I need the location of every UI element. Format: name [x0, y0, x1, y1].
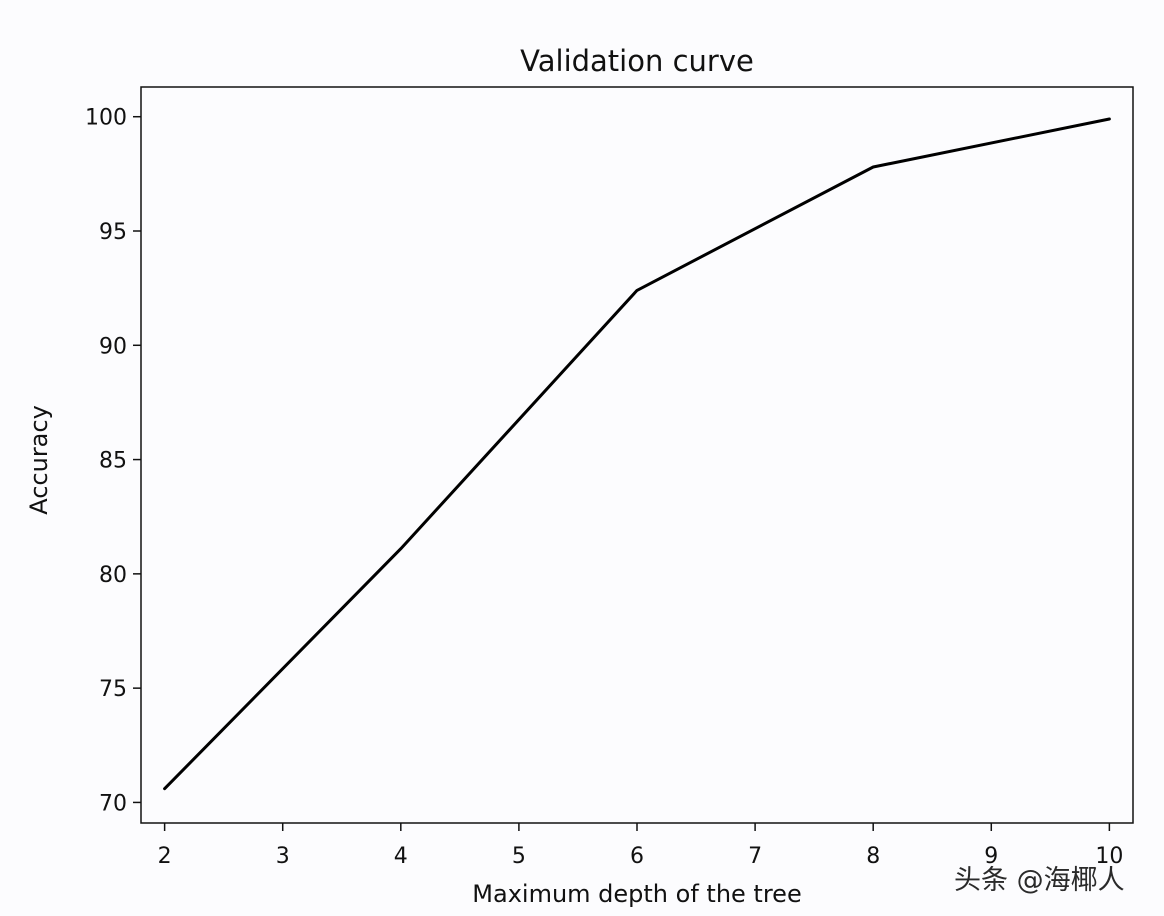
y-tick-label: 90: [99, 334, 127, 359]
chart-title: Validation curve: [520, 44, 754, 78]
y-tick-label: 70: [99, 791, 127, 816]
y-axis: 70 75 80 85 90 95 100: [85, 106, 141, 816]
y-tick-label: 95: [99, 220, 127, 245]
y-axis-label: Accuracy: [25, 405, 53, 515]
x-tick-label: 8: [866, 844, 880, 869]
watermark-text: 头条 @海椰人: [954, 865, 1125, 896]
series-line-accuracy: [163, 117, 1111, 791]
x-tick-label: 10: [1095, 844, 1123, 869]
x-axis-label: Maximum depth of the tree: [472, 880, 801, 908]
y-tick-label: 85: [99, 449, 127, 474]
x-tick-label: 3: [276, 844, 290, 869]
x-tick-label: 6: [630, 844, 644, 869]
x-tick-label: 4: [394, 844, 408, 869]
x-tick-label: 9: [984, 844, 998, 869]
y-tick-label: 80: [99, 563, 127, 588]
x-axis: 2 3 4 5 6 7 8 9 10: [158, 823, 1123, 869]
x-tick-label: 7: [748, 844, 762, 869]
y-tick-label: 100: [85, 106, 127, 131]
x-tick-label: 2: [158, 844, 172, 869]
x-tick-label: 5: [512, 844, 526, 869]
plot-area: [140, 86, 1134, 824]
series-group: [163, 117, 1111, 791]
y-tick-label: 75: [99, 677, 127, 702]
